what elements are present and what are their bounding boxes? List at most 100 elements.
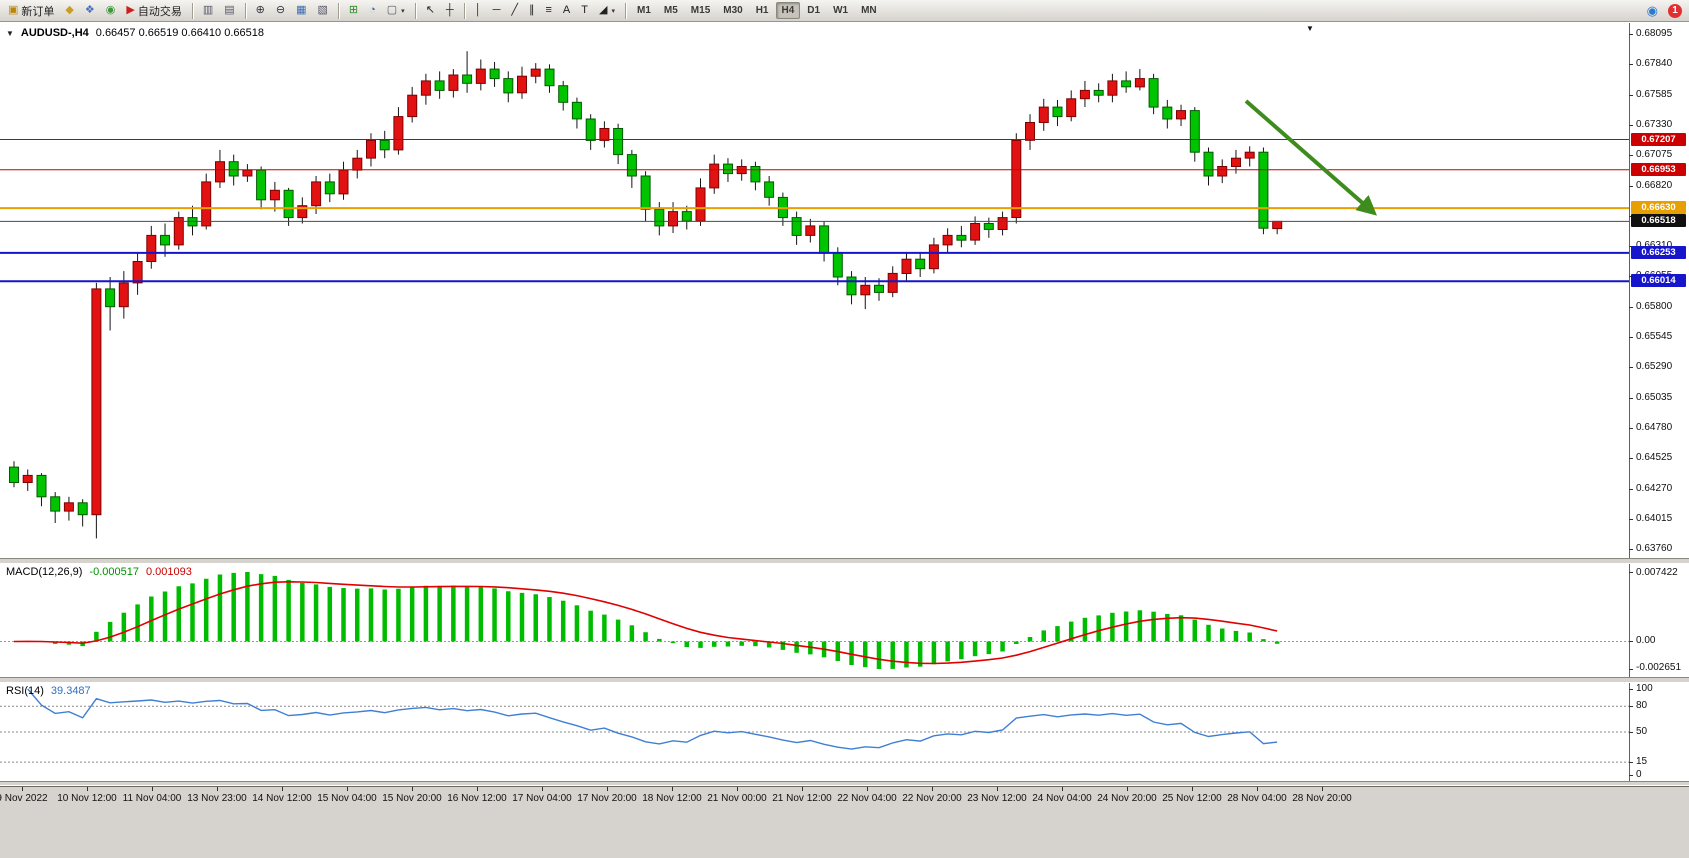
candlestick-series <box>9 51 1283 539</box>
main-chart-canvas[interactable] <box>0 23 1629 558</box>
panel-splitter[interactable] <box>0 781 1689 786</box>
new-order-button[interactable]: ▣ 新订单 <box>3 1 59 21</box>
timeframe-button-mn[interactable]: MN <box>861 5 877 16</box>
crosshair-button[interactable]: ┼ <box>441 1 459 21</box>
price-axis-label: 0.67330 <box>1636 118 1673 130</box>
horizontal-line-button[interactable]: ─ <box>488 1 506 21</box>
panel-splitter[interactable] <box>0 677 1689 683</box>
time-axis-tick <box>802 787 803 791</box>
time-axis-label: 10 Nov 12:00 <box>57 793 117 804</box>
toolbar-separator <box>191 2 193 19</box>
trendline-button[interactable]: ╱ <box>506 1 523 21</box>
timeframe-button-m15[interactable]: M15 <box>690 5 711 16</box>
price-axis-label: 0.66310 <box>1636 240 1672 251</box>
community-status-icon: ◉ <box>1646 3 1658 18</box>
zoom-in-button[interactable]: ⊕ <box>251 1 270 21</box>
tile-windows-button[interactable]: ▥ <box>198 1 218 21</box>
price-axis-tick <box>1629 397 1633 399</box>
time-axis-label: 16 Nov 12:00 <box>447 793 507 804</box>
data-window-button[interactable]: ❖ <box>80 1 100 21</box>
time-axis[interactable]: 9 Nov 2022 10 Nov 12:00 11 Nov 04:00 13 Nov… <box>0 786 1689 809</box>
price-axis-label: 0.67840 <box>1636 58 1673 70</box>
time-axis-label: 25 Nov 12:00 <box>1162 793 1222 804</box>
cursor-button[interactable]: ↖ <box>421 1 440 21</box>
vertical-line-button[interactable]: │ <box>470 1 487 21</box>
webinars-icon: ◉ <box>105 4 116 16</box>
webinars-button[interactable]: ◉ <box>101 1 121 21</box>
rsi-panel[interactable]: RSI(14) 39.3487 100 80 50 15 0 <box>0 683 1689 781</box>
auto-arrange-icon: ▧ <box>317 4 328 16</box>
mql5-community-button[interactable]: ◆ <box>60 1 78 21</box>
zoom-out-button[interactable]: ⊖ <box>271 1 290 21</box>
panel-splitter[interactable] <box>0 558 1689 564</box>
price-axis-tick <box>1629 185 1633 187</box>
cascade-windows-button[interactable]: ▤ <box>219 1 239 21</box>
auto-trading-button[interactable]: ▶ 自动交易 <box>121 1 186 21</box>
time-axis-label: 15 Nov 20:00 <box>382 793 442 804</box>
new-chart-button[interactable]: ⊞ <box>344 1 363 21</box>
timeframe-button-d1[interactable]: D1 <box>807 5 821 16</box>
fibonacci-button[interactable]: ≡ <box>541 1 557 21</box>
templates-button[interactable]: ▢ ▾ <box>382 1 410 21</box>
text-button[interactable]: A <box>558 1 575 21</box>
rsi-axis-label: 50 <box>1636 726 1648 737</box>
price-axis-label: 0.67585 <box>1636 88 1673 100</box>
price-axis-label: 0.65290 <box>1636 361 1673 373</box>
toolbar-separator <box>337 2 339 19</box>
time-axis-label: 9 Nov 2022 <box>0 793 48 804</box>
rsi-axis-label: 100 <box>1636 683 1653 694</box>
time-axis-tick <box>672 787 673 791</box>
timeframe-button-h4[interactable]: H4 <box>775 2 801 19</box>
chart-info-line: ▼ AUDUSD-,H4 0.66457 0.66519 0.66410 0.6… <box>6 27 264 39</box>
period-selector-button[interactable]: ◔ <box>364 1 381 21</box>
time-axis-tick <box>607 787 608 791</box>
timeframe-button-m5[interactable]: M5 <box>663 5 678 16</box>
text-label-icon: T <box>581 4 588 16</box>
time-axis-tick <box>477 787 478 791</box>
equidistant-channel-button[interactable]: ∥ <box>524 1 540 21</box>
arrows-button[interactable]: ◢ ▾ <box>594 1 620 21</box>
time-axis-label: 15 Nov 04:00 <box>317 793 377 804</box>
time-axis-tick <box>1127 787 1128 791</box>
rsi-canvas[interactable] <box>0 683 1629 781</box>
community-status-icon[interactable]: ◉ <box>1642 1 1663 21</box>
chart-dropdown-icon[interactable]: ▼ <box>6 28 14 38</box>
text-label-button[interactable]: T <box>576 1 593 21</box>
toolbar-separator <box>244 2 246 19</box>
macd-histogram <box>25 572 1280 669</box>
chart-shift-marker[interactable]: ▼ <box>1306 24 1314 33</box>
new-order-icon: ▣ <box>8 4 19 16</box>
price-tag: 0.67207 <box>1631 132 1686 146</box>
macd-axis-tick <box>1629 641 1633 643</box>
arrange-windows-button[interactable]: ▦ <box>291 1 311 21</box>
time-axis-label: 22 Nov 20:00 <box>902 793 962 804</box>
timeframe-button-m30[interactable]: M30 <box>723 5 743 16</box>
time-axis-tick <box>152 787 153 791</box>
price-tag: 0.66630 <box>1631 201 1686 215</box>
price-tag: 0.66014 <box>1631 274 1686 288</box>
timeframe-button-m1[interactable]: M1 <box>636 5 651 16</box>
trend-arrow-object[interactable] <box>1244 99 1378 216</box>
macd-axis-tick <box>1629 669 1633 670</box>
trendline-icon: ╱ <box>511 4 518 16</box>
timeframe-button-w1[interactable]: W1 <box>833 5 849 16</box>
notifications-badge[interactable]: 1 <box>1668 3 1682 18</box>
price-axis-label: 0.68095 <box>1636 28 1673 39</box>
horizontal-line-icon: ─ <box>492 4 501 16</box>
fibonacci-icon: ≡ <box>545 4 552 16</box>
templates-icon: ▢ <box>386 4 398 16</box>
price-axis-tick <box>1629 94 1633 96</box>
auto-arrange-button[interactable]: ▧ <box>312 1 332 21</box>
main-chart-panel[interactable]: ▼ AUDUSD-,H4 0.66457 0.66519 0.66410 0.6… <box>0 23 1689 558</box>
macd-panel[interactable]: MACD(12,26,9) -0.000517 0.001093 0.00742… <box>0 564 1689 677</box>
time-axis-label: 18 Nov 12:00 <box>642 793 702 804</box>
time-axis-label: 21 Nov 12:00 <box>772 793 832 804</box>
macd-axis-tick <box>1629 572 1633 573</box>
timeframe-button-h1[interactable]: H1 <box>755 5 769 16</box>
arrange-windows-icon: ▦ <box>296 4 307 16</box>
zoom-out-icon: ⊖ <box>275 4 286 16</box>
rsi-axis-tick <box>1629 706 1633 708</box>
time-axis-tick <box>22 787 23 791</box>
price-axis-tick <box>1629 549 1633 551</box>
macd-canvas[interactable] <box>0 564 1629 677</box>
